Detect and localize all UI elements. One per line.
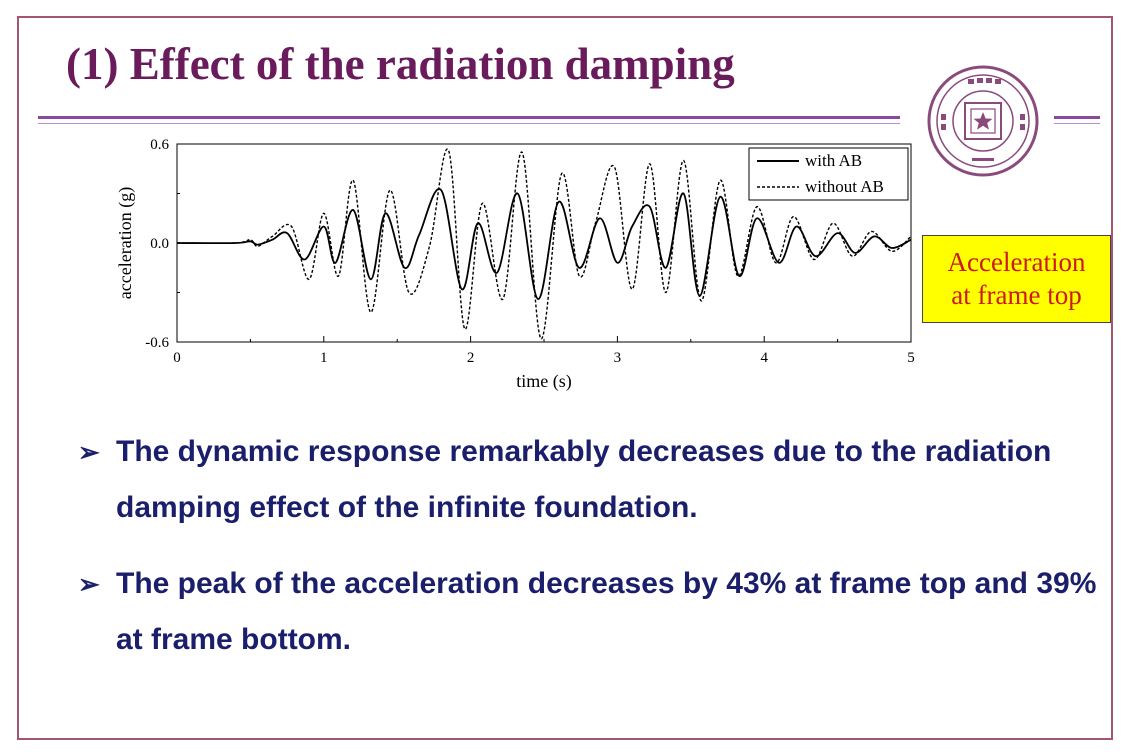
legend-entry-without-ab: without AB xyxy=(805,177,884,196)
acceleration-chart: 0 1 2 3 4 5 -0.6 0.0 0.6 time (s) acceleration (… xyxy=(115,137,915,392)
x-tick-label: 3 xyxy=(614,350,622,366)
x-axis-label: time (s) xyxy=(516,371,572,392)
bullet-item: ➢ The peak of the acceleration decreases … xyxy=(78,556,1098,668)
title-underline xyxy=(38,116,900,119)
bullet-item: ➢ The dynamic response remarkably decreas… xyxy=(78,424,1098,536)
annotation-line-2: at frame top xyxy=(951,280,1082,310)
series-line-with-ab xyxy=(176,188,912,301)
logo-side-rule-thin xyxy=(1054,123,1100,124)
series-line-without-ab xyxy=(176,148,912,340)
bullet-list: ➢ The dynamic response remarkably decreas… xyxy=(78,424,1098,688)
x-tick-label: 2 xyxy=(467,350,475,366)
legend-entry-with-ab: with AB xyxy=(805,151,862,170)
x-tick-label: 0 xyxy=(173,350,181,366)
title-underline-thin xyxy=(38,123,900,124)
legend: with AB without AB xyxy=(748,147,909,201)
university-seal-logo xyxy=(927,65,1039,177)
y-axis-label: acceleration (g) xyxy=(115,187,136,299)
bullet-text: The peak of the acceleration decreases b… xyxy=(116,567,1097,656)
arrow-bullet-icon: ➢ xyxy=(78,437,100,467)
bullet-text: The dynamic response remarkably decrease… xyxy=(116,435,1052,524)
annotation-line-1: Acceleration xyxy=(947,247,1086,277)
annotation-box: Acceleration at frame top xyxy=(922,235,1111,323)
y-tick-label: 0.6 xyxy=(150,137,169,153)
y-tick-label: 0.0 xyxy=(150,236,169,252)
x-tick-label: 5 xyxy=(907,350,915,366)
x-tick-label: 4 xyxy=(760,350,768,366)
slide-frame xyxy=(17,16,1113,740)
logo-side-rule xyxy=(1054,116,1100,119)
slide-title: (1) Effect of the radiation damping xyxy=(66,39,735,89)
y-tick-label: -0.6 xyxy=(145,335,169,351)
x-tick-label: 1 xyxy=(320,350,328,366)
arrow-bullet-icon: ➢ xyxy=(78,569,100,599)
